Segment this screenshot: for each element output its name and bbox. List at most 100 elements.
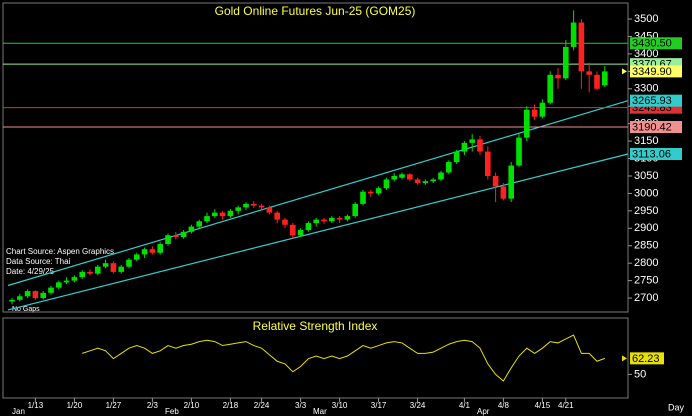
candle-body: [399, 174, 405, 178]
candle-body: [516, 137, 522, 166]
x-tick-label: 2/24: [254, 401, 270, 410]
candle-body: [336, 217, 343, 220]
candle-body: [485, 151, 491, 176]
rsi-line: [82, 334, 605, 382]
annotation: Chart Source: Aspen Graphics: [6, 247, 114, 256]
y-tick-label: 2950: [634, 205, 658, 217]
candle-body: [407, 174, 413, 180]
last-value-arrow: [622, 355, 627, 362]
candle-body: [251, 203, 257, 206]
candle-body: [266, 207, 273, 213]
candle-body: [414, 179, 421, 183]
candle-body: [227, 210, 234, 217]
candle-body: [438, 172, 444, 180]
rsi-title: Relative Strength Index: [253, 319, 378, 333]
candle-body: [602, 71, 608, 86]
candle-body: [313, 219, 319, 224]
trendline-label-box: [630, 147, 682, 160]
candle-body: [63, 280, 70, 283]
annotation: Date: 4/29/25: [6, 267, 55, 276]
candle-body: [368, 191, 374, 194]
annotation: No Gaps: [12, 306, 40, 313]
last-price-arrow: [622, 68, 627, 75]
candle-body: [9, 299, 15, 302]
candle-body: [134, 254, 140, 260]
y-tick-label: 2850: [634, 240, 658, 252]
candle-body: [563, 46, 569, 79]
x-tick-label: 2/3: [147, 401, 159, 410]
candle-body: [461, 142, 468, 152]
trendline-label-box: [630, 94, 682, 107]
candle-body: [477, 139, 483, 152]
month-label: Jan: [12, 407, 25, 416]
x-tick-label: 3/10: [332, 401, 348, 410]
y-tick-label: 2800: [634, 257, 658, 269]
candle-body: [56, 282, 62, 288]
candle-body: [141, 249, 148, 255]
candle-body: [555, 74, 561, 79]
candle-body: [173, 235, 179, 238]
y-tick-label: 3400: [634, 48, 658, 60]
candle-body: [539, 102, 546, 117]
candle-body: [282, 219, 288, 225]
x-tick-label: 3/3: [295, 401, 307, 410]
level-label-box: [630, 37, 682, 50]
x-tick-label: 1/20: [67, 401, 83, 410]
candle-body: [243, 203, 249, 208]
y-tick-label: 3150: [634, 135, 658, 147]
candle-body: [329, 217, 335, 222]
candle-body: [453, 151, 460, 163]
candle-body: [578, 22, 585, 72]
candle-body: [446, 162, 452, 173]
x-tick-label: 4/15: [535, 401, 551, 410]
y-tick-label: 3300: [634, 83, 658, 95]
candle-body: [547, 74, 553, 103]
candle-body: [492, 175, 499, 187]
x-tick-label: 3/17: [371, 401, 387, 410]
candle-body: [196, 221, 202, 227]
candle-body: [321, 219, 327, 222]
x-tick-label: 4/8: [498, 401, 510, 410]
month-label: Feb: [165, 407, 179, 416]
candle-body: [531, 109, 538, 117]
annotation: Data Source: Thai: [6, 257, 71, 266]
candle-body: [383, 179, 390, 189]
month-label: Apr: [477, 407, 490, 416]
y-tick-label: 2750: [634, 275, 658, 287]
candle-body: [71, 277, 78, 281]
candle-body: [165, 235, 171, 244]
candle-body: [17, 296, 23, 300]
y-tick-label: 50: [634, 368, 646, 380]
trendline-label: 3265.93: [632, 95, 672, 107]
candle-body: [87, 271, 93, 274]
candle-body: [391, 175, 397, 180]
candle-body: [118, 266, 124, 272]
price-panel-frame: [2, 2, 629, 313]
candle-body: [430, 179, 436, 182]
candle-body: [24, 291, 31, 297]
trendline-label: 3113.06: [632, 148, 671, 160]
y-tick-label: 2700: [634, 292, 658, 304]
candle-body: [344, 216, 351, 220]
last-price-label-box: [630, 65, 682, 78]
candle-body: [235, 207, 241, 211]
trendline: [7, 153, 629, 311]
candle-body: [126, 259, 132, 267]
last-value-box: [630, 352, 664, 365]
candle-body: [48, 287, 54, 293]
candle-body: [500, 186, 507, 199]
candle-body: [469, 139, 475, 143]
candle-body: [40, 292, 46, 299]
candle-body: [110, 263, 117, 272]
candle-body: [102, 263, 109, 267]
candle-body: [297, 230, 304, 236]
x-tick-label: 1/27: [106, 401, 122, 410]
candle-body: [149, 249, 156, 253]
candle-body: [422, 181, 429, 183]
candle-body: [586, 71, 592, 75]
rsi-panel-frame: [2, 317, 629, 399]
level-label: 3430.50: [632, 38, 672, 50]
x-tick-label: 4/1: [459, 401, 471, 410]
